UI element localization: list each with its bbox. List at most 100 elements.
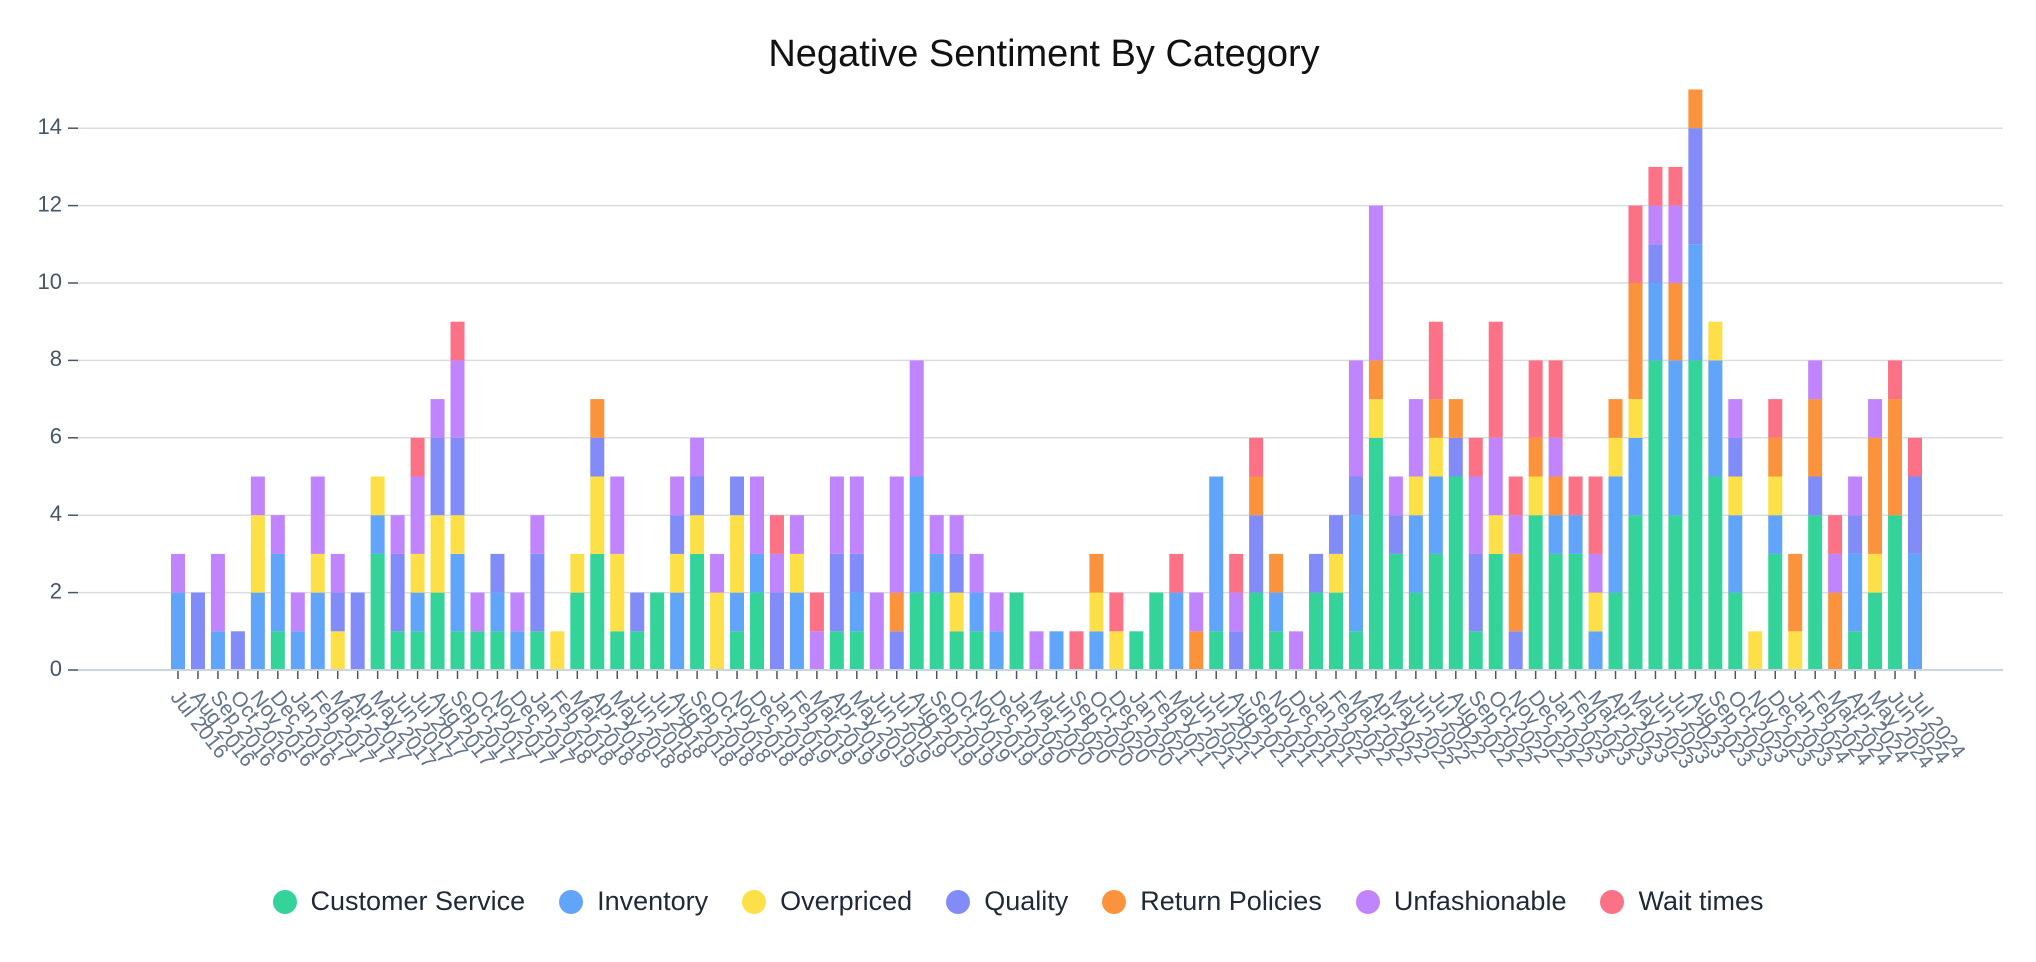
bar-segment xyxy=(1628,283,1643,400)
bar-segment xyxy=(590,553,605,670)
bar-segment xyxy=(1249,592,1264,670)
bar-segment xyxy=(1448,437,1463,477)
bar-segment xyxy=(1588,476,1603,554)
legend-swatch xyxy=(742,889,767,914)
bar-segment xyxy=(1488,321,1503,438)
legend-item[interactable]: Customer Service xyxy=(272,886,525,917)
bar-segment xyxy=(1309,592,1324,670)
bar-segment xyxy=(1329,592,1343,670)
bar-segment xyxy=(410,476,425,554)
bar-segment xyxy=(1688,360,1703,670)
bar-segment xyxy=(250,592,265,670)
bar-segment xyxy=(1688,128,1703,245)
bar-segment xyxy=(1209,631,1224,670)
legend-label: Inventory xyxy=(597,886,709,916)
legend-swatch xyxy=(559,889,584,914)
bar-segment xyxy=(1348,515,1363,632)
bar-segment xyxy=(1548,553,1563,670)
bar-segment xyxy=(1848,515,1863,554)
bar-segment xyxy=(1868,399,1883,438)
bar-segment xyxy=(1788,553,1803,632)
bar-segment xyxy=(1708,321,1723,361)
bar-segment xyxy=(969,592,984,632)
bar-segment xyxy=(1788,631,1803,670)
bar-segment xyxy=(630,592,645,632)
bar-segment xyxy=(1109,592,1124,632)
bar-segment xyxy=(450,631,465,670)
bar-segment xyxy=(1528,360,1543,438)
bar-segment xyxy=(470,592,485,632)
bar-segment xyxy=(1468,437,1483,477)
bar-segment xyxy=(171,553,185,593)
bar-segment xyxy=(1628,515,1643,670)
bar-segment xyxy=(410,631,425,670)
legend-item[interactable]: Wait times xyxy=(1600,886,1763,917)
bar-segment xyxy=(690,515,705,554)
bar-segment xyxy=(949,631,964,670)
legend-item[interactable]: Unfashionable xyxy=(1355,886,1566,917)
bar-segment xyxy=(270,631,285,670)
bar-segment xyxy=(410,553,425,593)
bar-segment xyxy=(610,631,625,670)
bar-segment xyxy=(1209,476,1224,632)
bar-segment xyxy=(829,553,844,632)
bar-segment xyxy=(1728,399,1743,438)
bar-segment xyxy=(829,631,844,670)
bar-segment xyxy=(1828,515,1843,554)
legend-item[interactable]: Quality xyxy=(946,886,1068,917)
bar-segment xyxy=(1868,553,1883,593)
bar-segment xyxy=(1528,476,1543,516)
bar-segment xyxy=(1348,631,1363,670)
bar-segment xyxy=(590,476,605,554)
bar-segment xyxy=(210,553,225,632)
bar-segment xyxy=(1408,399,1423,477)
bar-segment xyxy=(1608,476,1623,593)
y-tick-label: 4 xyxy=(50,501,62,526)
bar-segment xyxy=(1508,476,1523,516)
bar-segment xyxy=(570,592,585,670)
bar-segment xyxy=(710,553,725,593)
bar-segment xyxy=(1708,476,1723,670)
bar-segment xyxy=(1089,631,1104,670)
legend-item[interactable]: Return Policies xyxy=(1102,886,1322,917)
bar-segment xyxy=(789,515,804,554)
bar-segment xyxy=(1508,515,1523,554)
bar-segment xyxy=(769,592,784,670)
bar-segment xyxy=(490,553,505,593)
bar-segment xyxy=(1628,205,1643,283)
bar-segment xyxy=(330,631,345,670)
bar-segment xyxy=(1428,399,1443,438)
y-tick-label: 10 xyxy=(38,269,62,294)
bar-segment xyxy=(949,553,964,593)
bar-segment xyxy=(1588,592,1603,632)
bar-segment xyxy=(1908,476,1922,554)
bar-segment xyxy=(290,631,305,670)
legend-item[interactable]: Overpriced xyxy=(742,886,912,917)
bar-segment xyxy=(330,592,345,632)
bar-segment xyxy=(929,553,944,593)
bar-segment xyxy=(929,515,944,554)
bar-segment xyxy=(1329,515,1343,554)
bar-segment xyxy=(949,515,964,554)
legend-item[interactable]: Inventory xyxy=(559,886,708,917)
bar-segment xyxy=(889,631,904,670)
bar-segment xyxy=(1169,592,1184,670)
chart: Negative Sentiment By Category 0 2 4 6 8 10 12… xyxy=(38,33,2003,773)
bar-segment xyxy=(1648,205,1663,245)
bar-segment xyxy=(1488,515,1503,554)
bar-segment xyxy=(450,437,465,516)
bar-segment xyxy=(1368,437,1383,670)
bar-segment xyxy=(670,592,685,670)
bar-segment xyxy=(1888,399,1903,516)
bar-segment xyxy=(1229,631,1244,670)
bar-segment xyxy=(1029,631,1044,670)
bar-segment xyxy=(570,553,585,593)
legend-swatch xyxy=(946,889,971,914)
bar-segment xyxy=(1588,553,1603,593)
bar-segment xyxy=(1648,244,1663,283)
bar-segment xyxy=(1468,631,1483,670)
bar-segment xyxy=(889,476,904,593)
bar-segment xyxy=(1768,476,1783,516)
legend-swatch xyxy=(1355,889,1380,914)
bar-segment xyxy=(1548,476,1563,516)
